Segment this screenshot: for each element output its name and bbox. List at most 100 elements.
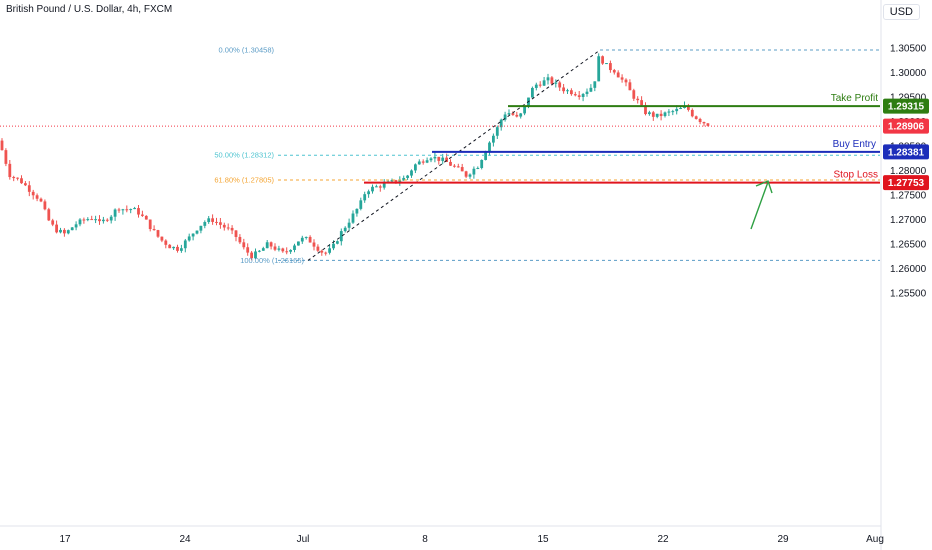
candle-body (523, 106, 526, 114)
candle-body (620, 77, 624, 80)
price-tick-label: 1.27000 (890, 215, 927, 226)
candle-body (687, 105, 690, 110)
candle-body (82, 219, 86, 221)
candle-body (355, 208, 359, 214)
take-profit-level[interactable]: Take Profit (508, 93, 880, 108)
candle-body (367, 191, 370, 195)
candle-body (43, 201, 47, 210)
candle-body (499, 119, 503, 128)
time-tick-label: 17 (59, 534, 71, 545)
price-axis[interactable]: 1.305001.300001.295001.290001.285001.280… (890, 44, 927, 300)
candle-body (581, 94, 585, 97)
time-tick-label: 29 (777, 534, 789, 545)
candle-body (632, 90, 636, 99)
candle-body (538, 84, 542, 86)
candle-body (339, 231, 343, 242)
candle-body (183, 240, 187, 249)
candle-body (570, 90, 573, 95)
candle-body (601, 56, 604, 64)
candle-body (265, 242, 269, 249)
stop-loss-level[interactable]: Stop Loss (364, 170, 880, 184)
buy-entry-level[interactable]: Buy Entry (432, 139, 880, 153)
candle-body (70, 227, 74, 231)
candle-body (109, 216, 113, 221)
candle-body (511, 113, 515, 115)
candle-body (453, 165, 456, 167)
candle-body (679, 107, 682, 109)
candle-body (117, 209, 121, 211)
candle-body (577, 95, 581, 97)
candle-body (585, 91, 589, 95)
candle-body (640, 100, 643, 106)
take-profit-price-tag: 1.29315 (883, 98, 929, 114)
time-tick-label: Jul (297, 534, 310, 545)
price-tick-label: 1.27500 (890, 191, 927, 202)
candle-body (63, 229, 66, 234)
candle-body (281, 248, 285, 252)
candle-body (230, 227, 234, 231)
candle-body (258, 250, 261, 252)
time-axis[interactable]: 17 24 Jul 8 15 22 29 Aug (59, 534, 883, 545)
current-price-tag: 1.28906 (883, 118, 929, 134)
candle-body (531, 87, 534, 98)
candle-body (406, 175, 409, 178)
candle-body (207, 218, 211, 223)
time-tick-label: 8 (422, 534, 428, 545)
candle-body (141, 214, 144, 216)
candlestick-series (0, 53, 710, 261)
fib-level-0-label: 0.00% (1.30458) (219, 46, 275, 55)
candle-body (289, 249, 292, 252)
candle-body (261, 248, 265, 251)
candle-body (211, 218, 214, 222)
price-tick-label: 1.25500 (890, 289, 927, 300)
candle-body (616, 72, 620, 78)
candle-body (168, 244, 172, 249)
candle-body (293, 245, 296, 250)
candle-body (566, 90, 569, 92)
candle-body (332, 243, 335, 249)
candle-body (113, 209, 117, 217)
candle-body (254, 251, 257, 259)
candle-body (226, 227, 230, 229)
chart-title: British Pound / U.S. Dollar, 4h, FXCM (6, 4, 173, 15)
candle-body (515, 114, 519, 117)
fibonacci-retracement[interactable]: 0.00% (1.30458) 50.00% (1.28312) 61.80% … (214, 46, 880, 265)
price-tick-label: 1.30000 (890, 68, 927, 79)
candle-body (98, 219, 101, 222)
candle-body (671, 111, 675, 113)
candle-body (12, 177, 16, 179)
candle-body (628, 82, 632, 91)
candle-body (550, 77, 554, 84)
price-tick-label: 1.26500 (890, 240, 927, 251)
fib-level-50-label: 50.00% (1.28312) (214, 151, 274, 160)
candle-body (164, 240, 168, 245)
candle-body (35, 195, 39, 199)
candle-body (24, 183, 27, 186)
time-tick-label: 22 (657, 534, 669, 545)
candle-body (51, 220, 55, 225)
price-tick-label: 1.30500 (890, 44, 927, 55)
candle-body (480, 159, 484, 168)
candle-body (378, 186, 382, 188)
candle-body (90, 219, 94, 221)
candle-body (558, 82, 562, 88)
candle-body (137, 208, 140, 215)
candle-body (176, 246, 179, 251)
candle-body (492, 135, 495, 143)
candle-body (519, 113, 523, 117)
candle-body (78, 219, 82, 225)
buy-entry-price-tag: 1.28381 (883, 144, 929, 160)
candle-body (86, 219, 90, 221)
candle-body (503, 114, 507, 120)
candle-body (375, 186, 378, 188)
candle-body (371, 186, 374, 192)
candle-body (429, 158, 433, 161)
candle-body (250, 252, 253, 259)
candle-body (47, 209, 51, 221)
candle-body (191, 233, 195, 237)
candle-body (433, 156, 437, 159)
candle-body (27, 185, 31, 192)
currency-button[interactable]: USD (882, 4, 920, 20)
candle-body (273, 246, 277, 250)
